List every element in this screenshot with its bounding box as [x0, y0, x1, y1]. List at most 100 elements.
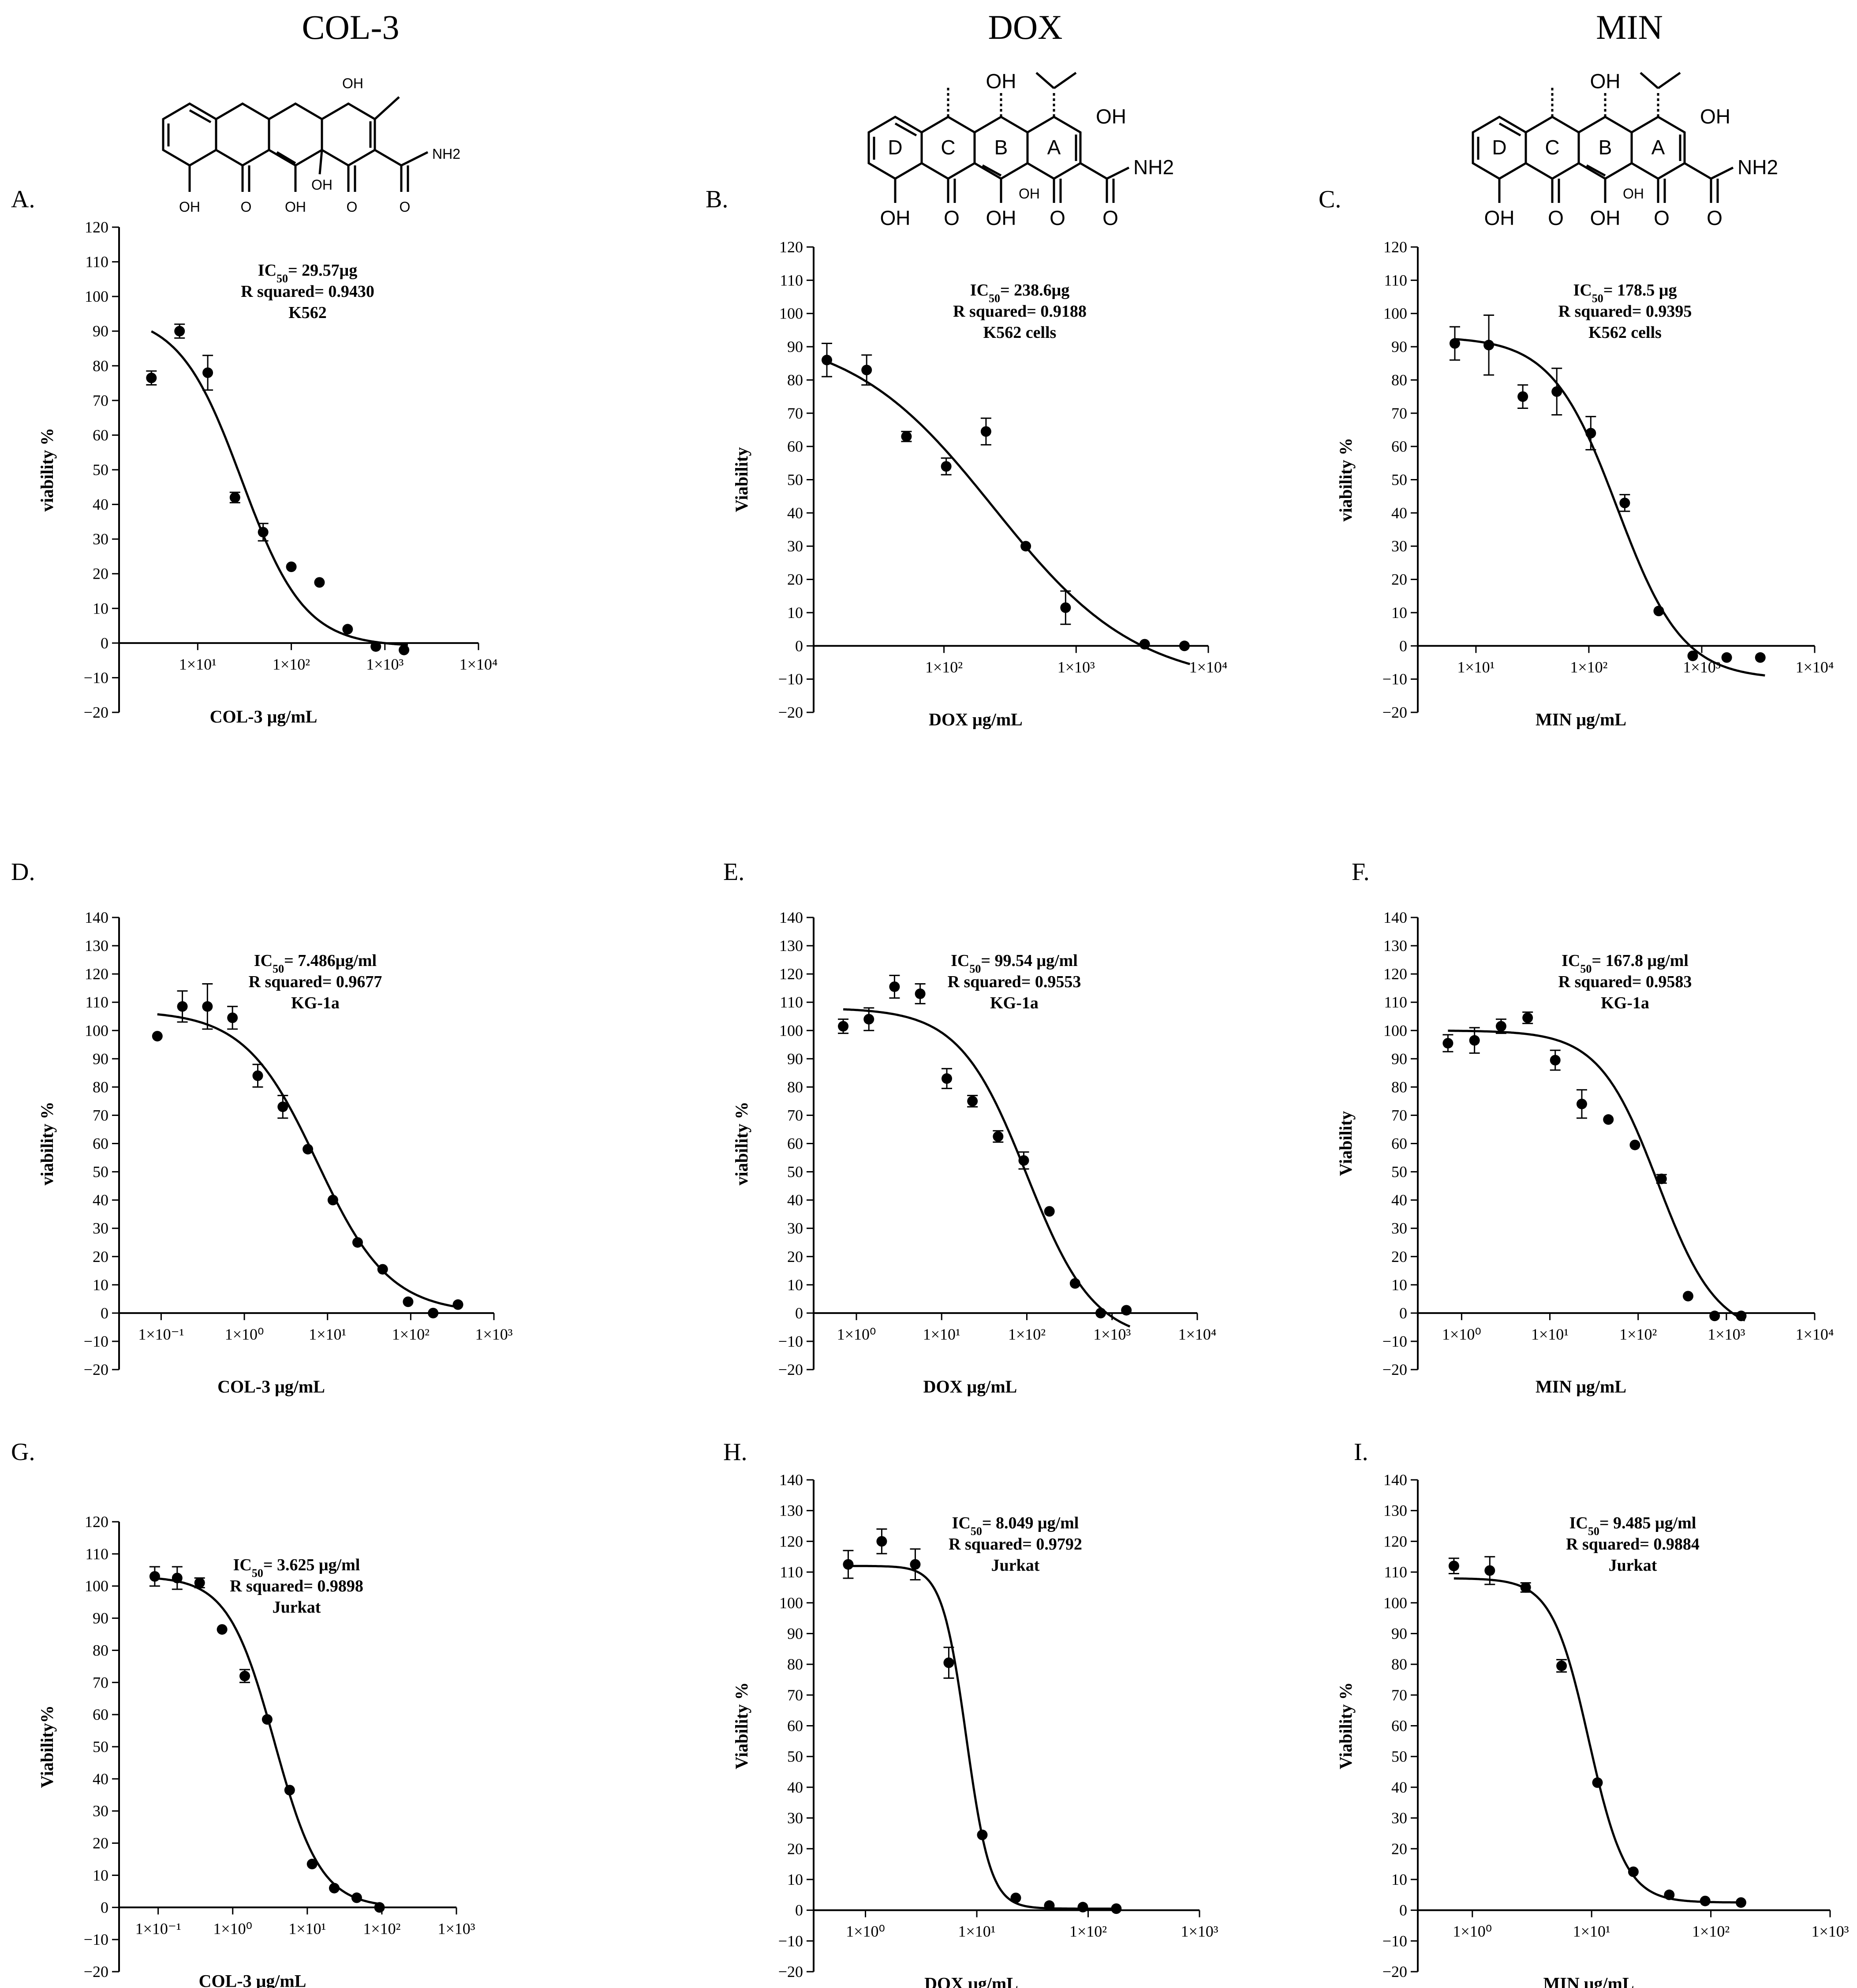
y-tick-label: 40 — [787, 1778, 803, 1796]
data-point — [915, 988, 926, 999]
dox-label-nh2: NH2 — [1133, 156, 1174, 179]
header-col3: COL-3 — [302, 8, 400, 46]
data-point — [1495, 1021, 1506, 1032]
min-label-oh-d: OH — [1484, 206, 1515, 229]
y-tick-label: 90 — [93, 1050, 108, 1067]
x-tick-label: 1×10³ — [437, 1920, 475, 1937]
y-tick-label: 50 — [93, 1738, 108, 1756]
data-point — [428, 1307, 439, 1318]
y-tick-label: 70 — [787, 1106, 803, 1124]
y-tick-label: 90 — [1391, 1625, 1407, 1642]
y-tick-label: −20 — [1382, 704, 1407, 721]
col3-label-o-2: O — [347, 199, 358, 215]
x-tick-label: 1×10³ — [1093, 1325, 1131, 1343]
x-tick-label: 1×10¹ — [1573, 1923, 1610, 1940]
ic50-annotation: IC50= 29.57μg — [258, 261, 357, 285]
data-point — [1448, 1561, 1459, 1572]
min-ring-a: A — [1651, 136, 1665, 159]
r-squared-annotation: R squared= 0.9188 — [953, 302, 1087, 321]
data-point — [876, 1536, 887, 1547]
col3-label-oh-d: OH — [179, 199, 200, 215]
y-tick-label: 100 — [779, 1594, 803, 1612]
y-tick-label: −20 — [778, 1361, 803, 1378]
y-tick-label: 120 — [1383, 965, 1407, 983]
y-tick-label: 0 — [1399, 1902, 1407, 1919]
y-tick-label: −10 — [778, 1333, 803, 1350]
data-point — [1736, 1310, 1747, 1322]
data-point — [1721, 652, 1732, 663]
y-tick-label: 60 — [93, 1706, 108, 1723]
data-point — [174, 326, 185, 337]
dox-ring-c: C — [941, 136, 955, 159]
data-point — [1735, 1897, 1746, 1908]
data-point — [977, 1829, 988, 1840]
y-tick-label: 50 — [1391, 471, 1407, 489]
y-tick-label: 110 — [85, 993, 108, 1011]
min-label-oh-top: OH — [1590, 70, 1621, 93]
data-point — [149, 1571, 160, 1582]
dox-label-o-3: O — [1102, 206, 1118, 229]
x-tick-label: 1×10⁴ — [460, 655, 498, 673]
data-point — [351, 1892, 362, 1903]
x-tick-label: 1×10⁴ — [1189, 658, 1228, 676]
chart-panel-7: G. −20 −10 0 10 20 30 40 50 60 70 80 90 100 110 120 1×10… — [11, 1438, 475, 1988]
y-tick-label: 30 — [787, 1220, 803, 1237]
data-point — [1179, 640, 1190, 651]
x-axis-label: DOX μg/mL — [923, 1377, 1017, 1396]
data-point — [1687, 650, 1698, 661]
data-point — [262, 1714, 273, 1725]
data-point — [901, 431, 912, 442]
y-tick-label: 70 — [93, 1106, 108, 1124]
y-tick-label: 20 — [787, 1840, 803, 1857]
y-tick-label: 20 — [787, 571, 803, 588]
dox-label-oh-d: OH — [880, 206, 911, 229]
y-axis-label: viability % — [732, 1101, 751, 1185]
x-tick-label: 1×10² — [1570, 658, 1607, 676]
r-squared-annotation: R squared= 0.9792 — [949, 1535, 1082, 1554]
r-squared-annotation: R squared= 0.9430 — [241, 282, 374, 301]
y-tick-label: 70 — [93, 1674, 108, 1691]
y-tick-label: 40 — [1391, 504, 1407, 522]
data-point — [1095, 1307, 1106, 1318]
header-dox: DOX — [988, 8, 1063, 46]
data-point — [1551, 386, 1562, 397]
data-point — [399, 644, 410, 655]
cell-line-annotation: K562 cells — [983, 323, 1057, 342]
x-tick-label: 1×10² — [363, 1920, 400, 1937]
y-tick-label: 80 — [93, 357, 108, 374]
data-point — [146, 372, 157, 383]
data-point — [194, 1577, 205, 1588]
y-axis-label: Viability% — [37, 1705, 57, 1788]
data-point — [229, 492, 240, 503]
min-ring-b: B — [1599, 136, 1612, 159]
y-tick-label: 90 — [787, 1625, 803, 1642]
x-tick-label: 1×10³ — [475, 1325, 512, 1343]
data-point — [452, 1299, 463, 1310]
data-point — [1550, 1055, 1561, 1066]
y-tick-label: 60 — [1391, 1717, 1407, 1735]
panel-letter: C. — [1319, 186, 1341, 213]
y-tick-label: −10 — [1382, 1333, 1407, 1350]
x-tick-label: 1×10⁻¹ — [138, 1325, 184, 1343]
data-point — [1656, 1173, 1667, 1184]
y-tick-label: 110 — [780, 271, 803, 289]
x-axis-label: DOX μg/mL — [924, 1974, 1018, 1988]
y-tick-label: 0 — [1399, 1304, 1407, 1322]
y-tick-label: 80 — [787, 371, 803, 389]
y-tick-label: 130 — [1383, 937, 1407, 955]
y-tick-label: 10 — [93, 1866, 108, 1884]
y-axis-label: Viability % — [1336, 1682, 1356, 1769]
structure-dox: D C B A OH OH O OH OH O O NH2 OH — [867, 70, 1174, 229]
y-tick-label: −10 — [84, 669, 108, 686]
x-tick-label: 1×10¹ — [958, 1923, 995, 1940]
dox-ring-b: B — [994, 136, 1008, 159]
y-axis-label: Viability — [732, 447, 751, 512]
y-tick-label: −10 — [778, 670, 803, 688]
data-point — [1044, 1900, 1055, 1911]
y-tick-label: 120 — [779, 238, 803, 256]
y-tick-label: 80 — [93, 1641, 108, 1659]
y-tick-label: 50 — [93, 461, 108, 479]
y-tick-label: 10 — [1391, 604, 1407, 621]
data-point — [822, 355, 832, 366]
